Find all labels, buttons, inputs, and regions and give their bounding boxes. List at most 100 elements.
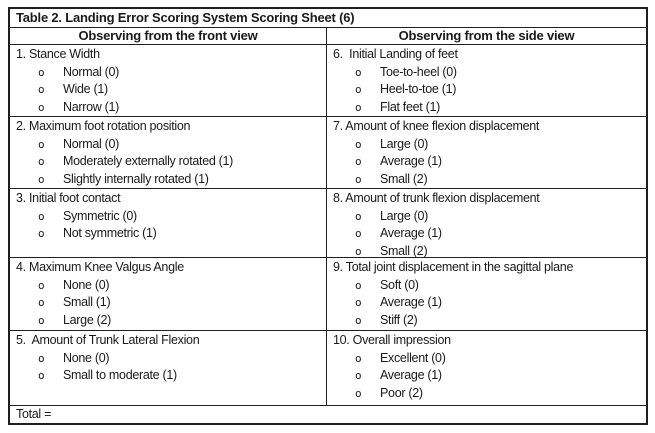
option-row: o Narrow (1) — [10, 99, 326, 117]
scoring-item-4: 4. Maximum Knee Valgus Angle o None (0) o… — [10, 258, 327, 330]
option-row: o Excellent (0) — [327, 350, 646, 368]
option-label: None (0) — [63, 350, 110, 365]
option-label: Flat feet (1) — [380, 99, 441, 114]
circle-bullet-icon: o — [355, 65, 362, 79]
option-label: Poor (2) — [380, 385, 423, 400]
column-header-row: Observing from the front view Observing … — [10, 28, 646, 45]
table-row: 4. Maximum Knee Valgus Angle o None (0) o… — [10, 258, 646, 331]
circle-bullet-icon: o — [355, 386, 362, 400]
scoring-item-9: 9. Total joint displacement in the sagit… — [327, 258, 646, 330]
option-label: Average (1) — [380, 154, 442, 168]
item-label: 8. Amount of trunk flexion displacement — [333, 191, 540, 205]
option-row: o Flat feet (1) — [327, 99, 646, 117]
option-label: Small (2) — [380, 171, 428, 186]
total-label: Total = — [16, 407, 52, 421]
option-row: o Toe-to-heel (0) — [327, 64, 646, 82]
item-label: 4. Maximum Knee Valgus Angle — [16, 260, 184, 274]
option-row: o Large (0) — [327, 136, 646, 154]
table-row: 1. Stance Width o Normal (0) o Wide (1) o N… — [10, 45, 646, 117]
scoring-item-10: 10. Overall impression o Excellent (0) o A… — [327, 331, 646, 405]
circle-bullet-icon: o — [355, 244, 362, 258]
option-label: Average (1) — [380, 295, 442, 309]
circle-bullet-icon: o — [38, 209, 45, 223]
option-row: o Average (1) — [327, 153, 646, 171]
circle-bullet-icon: o — [38, 172, 45, 186]
circle-bullet-icon: o — [355, 83, 362, 96]
option-label: Normal (0) — [63, 64, 120, 79]
option-row: o Heel-to-toe (1) — [327, 81, 646, 99]
option-label: Large (0) — [380, 136, 429, 151]
circle-bullet-icon: o — [355, 172, 362, 186]
option-label: Small to moderate (1) — [63, 368, 177, 382]
item-label: 5. Amount of Trunk Lateral Flexion — [16, 333, 200, 347]
table-row: 2. Maximum foot rotation position o Norma… — [10, 117, 646, 189]
circle-bullet-icon: o — [355, 155, 362, 168]
scoring-sheet-table: Table 2. Landing Error Scoring System Sc… — [8, 7, 648, 425]
circle-bullet-icon: o — [355, 296, 362, 309]
option-row: o Normal (0) — [10, 136, 326, 154]
option-label: Small (1) — [63, 295, 111, 309]
option-row: o Stiff (2) — [327, 312, 646, 330]
option-label: Soft (0) — [380, 277, 419, 292]
option-row: o Small (2) — [327, 171, 646, 189]
circle-bullet-icon: o — [355, 100, 362, 114]
item-label: 2. Maximum foot rotation position — [16, 119, 191, 133]
circle-bullet-icon: o — [355, 209, 362, 223]
option-row: o Normal (0) — [10, 64, 326, 82]
circle-bullet-icon: o — [38, 137, 45, 151]
table-title: Table 2. Landing Error Scoring System Sc… — [10, 9, 646, 28]
circle-bullet-icon: o — [38, 83, 45, 96]
circle-bullet-icon: o — [355, 137, 362, 151]
circle-bullet-icon: o — [38, 227, 45, 240]
column-header-side: Observing from the side view — [398, 28, 575, 43]
scoring-item-6: 6. Initial Landing of feet o Toe-to-heel … — [327, 45, 646, 116]
option-row: o Average (1) — [327, 367, 646, 385]
option-row: o Small to moderate (1) — [10, 367, 326, 385]
option-label: Normal (0) — [63, 136, 120, 151]
circle-bullet-icon: o — [38, 65, 45, 79]
option-label: Stiff (2) — [380, 312, 418, 327]
option-label: Excellent (0) — [380, 350, 446, 365]
item-label: 1. Stance Width — [16, 47, 100, 61]
option-row: o Small (1) — [10, 294, 326, 312]
option-label: Wide (1) — [63, 82, 108, 96]
scoring-item-7: 7. Amount of knee flexion displacement o… — [327, 117, 646, 188]
option-row: o Small (2) — [327, 243, 646, 258]
circle-bullet-icon: o — [355, 351, 362, 365]
scoring-item-5: 5. Amount of Trunk Lateral Flexion o None… — [10, 331, 327, 405]
circle-bullet-icon: o — [38, 369, 45, 382]
option-label: Moderately externally rotated (1) — [63, 154, 234, 168]
circle-bullet-icon: o — [355, 313, 362, 327]
option-row: o Symmetric (0) — [10, 208, 326, 226]
circle-bullet-icon: o — [38, 296, 45, 309]
circle-bullet-icon: o — [355, 227, 362, 240]
option-label: Small (2) — [380, 243, 428, 258]
option-label: Large (2) — [63, 312, 112, 327]
option-row: o Soft (0) — [327, 277, 646, 295]
option-row: o Average (1) — [327, 225, 646, 243]
circle-bullet-icon: o — [38, 155, 45, 168]
option-label: Average (1) — [380, 226, 442, 240]
table-row: 3. Initial foot contact o Symmetric (0) o… — [10, 189, 646, 258]
option-label: Symmetric (0) — [63, 208, 137, 223]
option-row: o Large (0) — [327, 208, 646, 226]
scoring-item-8: 8. Amount of trunk flexion displacement … — [327, 189, 646, 257]
option-row: o Slightly internally rotated (1) — [10, 171, 326, 189]
option-label: Toe-to-heel (0) — [380, 64, 457, 79]
circle-bullet-icon: o — [38, 278, 45, 292]
option-label: Heel-to-toe (1) — [380, 82, 457, 96]
option-row: o Poor (2) — [327, 385, 646, 403]
option-label: Narrow (1) — [63, 99, 120, 114]
column-header-front: Observing from the front view — [10, 28, 327, 44]
option-row: o Average (1) — [327, 294, 646, 312]
circle-bullet-icon: o — [38, 100, 45, 114]
option-row: o Large (2) — [10, 312, 326, 330]
option-row: o Moderately externally rotated (1) — [10, 153, 326, 171]
option-label: Not symmetric (1) — [63, 226, 157, 240]
circle-bullet-icon: o — [355, 369, 362, 382]
scoring-item-1: 1. Stance Width o Normal (0) o Wide (1) o N… — [10, 45, 327, 116]
scoring-item-3: 3. Initial foot contact o Symmetric (0) o… — [10, 189, 327, 257]
option-row: o Wide (1) — [10, 81, 326, 99]
option-label: Slightly internally rotated (1) — [63, 171, 209, 186]
item-label: 10. Overall impression — [333, 333, 451, 347]
